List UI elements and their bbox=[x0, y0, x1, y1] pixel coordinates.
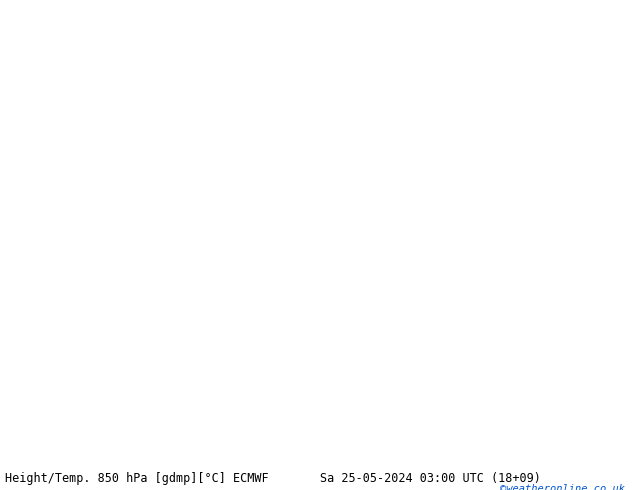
Text: Height/Temp. 850 hPa [gdmp][°C] ECMWF: Height/Temp. 850 hPa [gdmp][°C] ECMWF bbox=[5, 472, 269, 486]
Text: ©weatheronline.co.uk: ©weatheronline.co.uk bbox=[500, 484, 625, 490]
Text: Sa 25-05-2024 03:00 UTC (18+09): Sa 25-05-2024 03:00 UTC (18+09) bbox=[320, 472, 541, 486]
